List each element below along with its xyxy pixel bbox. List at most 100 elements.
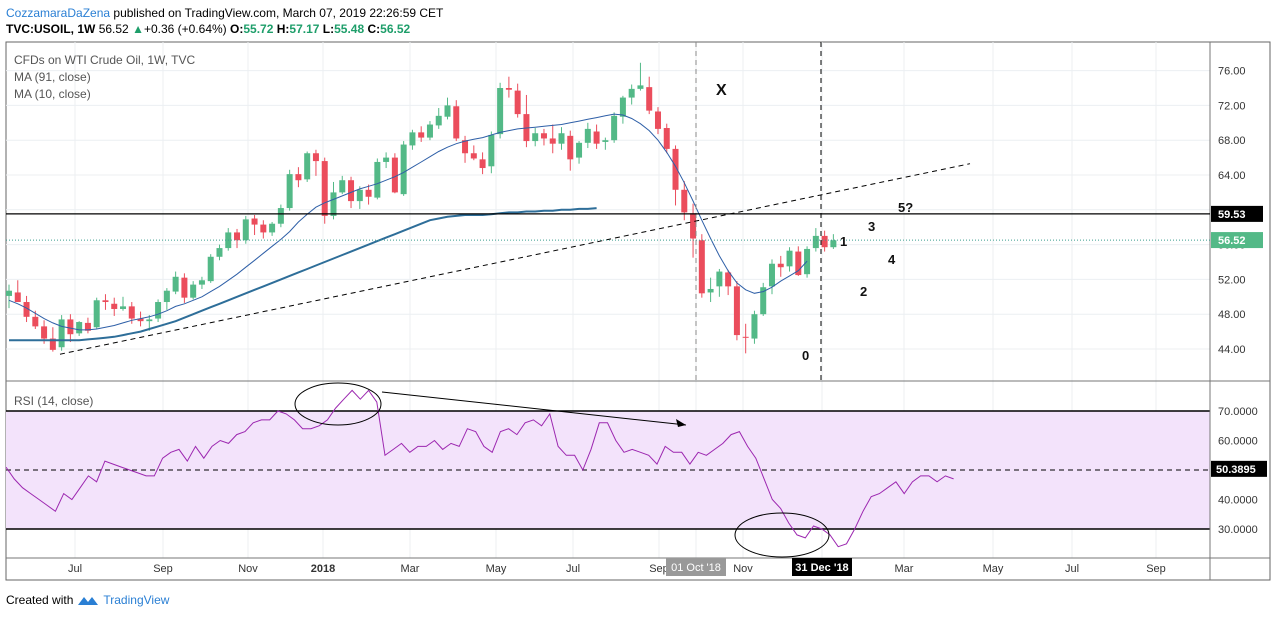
date-marker-label: 31 Dec '18 (795, 562, 848, 574)
candle (646, 87, 653, 111)
candle (453, 106, 460, 139)
candle (67, 319, 74, 335)
candle (409, 132, 416, 146)
legend-ma10: MA (10, close) (14, 87, 91, 101)
high-label: H: (276, 22, 290, 36)
candle (505, 88, 512, 90)
last-price-box (1211, 232, 1263, 249)
date-marker-box (792, 558, 852, 576)
candle (295, 174, 302, 181)
wave-label: 1 (840, 234, 847, 249)
level-label: 59.53 (1218, 209, 1246, 221)
level-label-box (1211, 205, 1263, 222)
candle (374, 161, 381, 198)
candle (479, 159, 486, 169)
candle (277, 208, 284, 224)
time-tick-label: Mar (895, 563, 914, 575)
candle (172, 276, 179, 292)
date-marker-label: 01 Oct '18 (671, 562, 721, 574)
wave-label: 0 (802, 348, 809, 363)
open-value: 55.72 (243, 22, 274, 36)
candle (190, 284, 197, 298)
candle (32, 316, 39, 327)
price-pane (6, 62, 837, 354)
candle (391, 157, 398, 193)
last-price-label: 56.52 (1218, 235, 1246, 247)
wave-label: 5? (898, 200, 913, 215)
candle (312, 153, 319, 162)
date-marker-box (666, 558, 726, 576)
candle (514, 90, 521, 115)
candle (760, 287, 767, 315)
candle (567, 135, 574, 160)
wave-label: 3 (868, 219, 875, 234)
time-tick-label: 2018 (311, 563, 335, 575)
candle (742, 336, 749, 338)
candle (426, 124, 433, 138)
candle (540, 133, 547, 139)
candle (207, 256, 214, 282)
time-tick-label: Nov (733, 563, 753, 575)
rsi-last-box (1211, 460, 1267, 477)
candle (549, 138, 556, 144)
candle (216, 248, 223, 257)
created-with-label: Created with (6, 593, 74, 607)
candle (611, 115, 618, 141)
symbol-label: TVC:USOIL, 1W (6, 22, 96, 36)
candle (49, 338, 56, 350)
candle (470, 153, 477, 159)
time-tick-label: Sep (153, 563, 173, 575)
candle (41, 326, 48, 339)
price-tick-label: 72.00 (1218, 100, 1246, 112)
candle (348, 180, 355, 202)
candle (462, 140, 469, 154)
close-label: C: (367, 22, 381, 36)
highlight-ellipse (734, 512, 830, 558)
candle (58, 319, 65, 348)
axes: 44.0048.0052.0056.0060.0064.0068.0072.00… (6, 42, 1270, 580)
rsi-tick-label: 60.0000 (1218, 436, 1258, 448)
tradingview-link[interactable]: TradingView (103, 593, 170, 607)
wave-label: X (716, 82, 727, 99)
close-value: 56.52 (380, 22, 411, 36)
candle (137, 318, 144, 322)
ohlc-header: TVC:USOIL, 1W 56.52 ▲+0.36 (+0.64%) O:55… (6, 22, 410, 36)
candle (497, 88, 504, 135)
candle (14, 292, 21, 303)
candle (628, 88, 635, 98)
candle (786, 250, 793, 267)
candle (6, 290, 12, 296)
candle (725, 272, 732, 287)
legend-title: CFDs on WTI Crude Oil, 1W, TVC (14, 53, 195, 67)
candle (111, 303, 118, 309)
low-value: 55.48 (334, 22, 365, 36)
legend-ma91: MA (91, close) (14, 70, 91, 84)
tradingview-logo-icon (78, 597, 99, 605)
candle (155, 302, 162, 319)
candle (76, 322, 83, 334)
candle (304, 153, 311, 180)
rsi-line (5, 389, 954, 548)
candle (330, 192, 337, 216)
time-tick-label: Jul (1065, 563, 1079, 575)
candle (251, 218, 258, 225)
candle (242, 219, 249, 241)
up-arrow-icon: ▲ (132, 22, 144, 36)
candle (733, 286, 740, 336)
candle (234, 232, 241, 241)
candle (198, 280, 205, 285)
legend-rsi: RSI (14, close) (14, 394, 93, 408)
rsi-tick-label: 40.0000 (1218, 495, 1258, 507)
price-tick-label: 64.00 (1218, 170, 1246, 182)
candle (488, 134, 495, 167)
candle (181, 277, 188, 298)
candle (558, 133, 565, 144)
last-price: 56.52 (98, 22, 129, 36)
author-link[interactable]: CozzamaraDaZena (6, 6, 111, 20)
candle (681, 189, 688, 213)
divergence-arrow (381, 391, 687, 426)
footer: Created with TradingView (6, 593, 169, 607)
candle (654, 111, 661, 129)
chart-frame (5, 41, 1271, 581)
